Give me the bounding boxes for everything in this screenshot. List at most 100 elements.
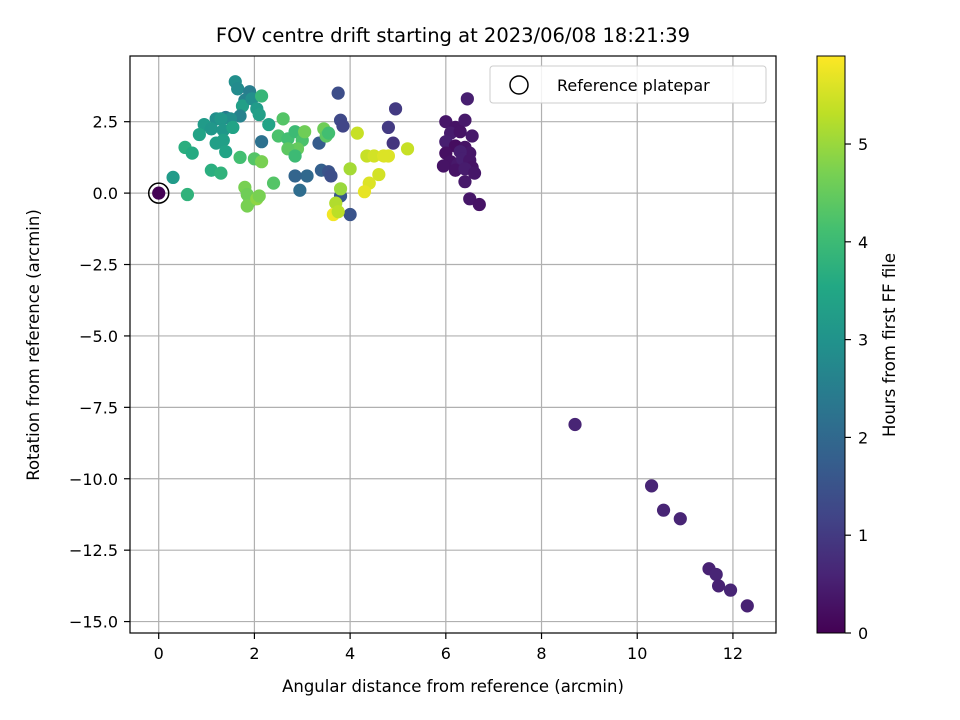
data-point <box>439 115 453 129</box>
x-axis-ticks: 0 2 4 6 8 10 12 <box>154 633 743 663</box>
data-point <box>185 146 199 160</box>
data-point <box>331 86 345 100</box>
colorbar-label: Hours from first FF file <box>880 253 899 437</box>
data-point <box>472 197 486 212</box>
data-point <box>568 417 582 432</box>
data-point <box>357 185 372 199</box>
y-tick-label: −15.0 <box>69 613 118 632</box>
reference-platepar-marker <box>147 182 170 204</box>
data-point <box>288 149 302 163</box>
legend-entry-reference-platepar: Reference platepar <box>557 76 710 95</box>
y-tick-label: 0.0 <box>93 184 118 203</box>
data-point <box>336 119 350 133</box>
data-point <box>254 135 269 149</box>
data-point <box>644 479 659 493</box>
data-point <box>204 122 218 136</box>
colorbar-tick-label: 2 <box>858 428 868 447</box>
y-tick-label: 2.5 <box>93 113 118 132</box>
grid-lines <box>130 56 776 633</box>
data-point <box>240 199 254 213</box>
x-tick-label: 12 <box>723 644 743 663</box>
colorbar-tick-label: 1 <box>858 526 868 545</box>
data-point <box>180 187 195 202</box>
data-point <box>252 107 266 122</box>
x-tick-label: 0 <box>154 644 164 663</box>
data-point <box>262 117 276 132</box>
data-point <box>214 112 228 126</box>
colorbar-tick-label: 0 <box>858 624 868 643</box>
data-point <box>152 186 166 200</box>
data-point <box>723 583 738 597</box>
y-tick-label: −2.5 <box>79 256 118 275</box>
data-point <box>333 182 348 196</box>
data-point <box>656 503 671 517</box>
colorbar-ticks: 0 1 2 3 4 5 <box>845 135 868 643</box>
data-point <box>226 120 240 135</box>
data-point <box>463 192 477 206</box>
data-point <box>266 176 281 190</box>
data-point <box>216 133 230 147</box>
data-point <box>166 170 180 184</box>
y-tick-label: −12.5 <box>69 541 118 560</box>
data-point <box>458 175 472 189</box>
colorbar-gradient <box>816 55 846 634</box>
scatter-points <box>147 75 754 613</box>
data-point <box>343 207 357 222</box>
data-point <box>350 126 364 140</box>
x-axis-label: Angular distance from reference (arcmin) <box>282 677 624 696</box>
y-tick-label: −5.0 <box>79 327 118 346</box>
data-point <box>235 99 250 113</box>
data-point <box>298 125 312 139</box>
data-point <box>709 567 723 582</box>
legend: Reference platepar <box>489 65 767 104</box>
data-point <box>381 149 395 163</box>
data-point <box>372 167 386 182</box>
colorbar-tick-label: 4 <box>858 233 868 252</box>
data-point <box>231 82 245 96</box>
data-point <box>276 112 290 126</box>
x-tick-label: 2 <box>249 644 259 663</box>
data-point <box>300 169 314 183</box>
data-point <box>467 166 482 180</box>
data-point <box>192 127 206 142</box>
colorbar-tick-label: 3 <box>858 331 868 350</box>
data-point <box>321 126 336 140</box>
y-tick-label: −10.0 <box>69 470 118 489</box>
data-point <box>673 512 687 526</box>
data-point <box>386 136 400 150</box>
data-point <box>254 89 269 103</box>
y-axis-ticks: 2.5 0.0 −2.5 −5.0 −7.5 −10.0 −12.5 −15.0 <box>69 113 130 632</box>
data-point <box>436 159 451 173</box>
data-point <box>288 169 302 183</box>
data-point <box>233 150 247 165</box>
data-point <box>740 599 754 613</box>
data-point <box>219 145 233 159</box>
x-tick-label: 8 <box>536 644 546 663</box>
data-point <box>254 155 269 169</box>
legend-reference-marker <box>509 75 529 95</box>
plot-frame <box>129 55 777 634</box>
data-point <box>381 120 395 135</box>
data-point <box>400 142 415 156</box>
data-point <box>343 162 357 176</box>
data-point <box>465 129 479 143</box>
data-point <box>388 102 403 116</box>
data-point <box>252 189 266 203</box>
x-tick-label: 4 <box>345 644 355 663</box>
x-tick-label: 10 <box>627 644 647 663</box>
data-point <box>324 169 338 183</box>
legend-box <box>489 65 767 104</box>
data-point <box>453 125 467 139</box>
data-point <box>460 92 474 106</box>
data-point <box>367 149 381 163</box>
data-point <box>458 113 472 127</box>
data-point <box>214 166 228 180</box>
chart-title: FOV centre drift starting at 2023/06/08 … <box>216 24 690 47</box>
y-tick-label: −7.5 <box>79 398 118 417</box>
colorbar-tick-label: 5 <box>858 135 868 154</box>
data-point <box>293 183 307 197</box>
colorbar: 0 1 2 3 4 5 Hours from first FF file <box>816 55 899 643</box>
data-point <box>331 205 345 219</box>
x-tick-label: 6 <box>441 644 451 663</box>
